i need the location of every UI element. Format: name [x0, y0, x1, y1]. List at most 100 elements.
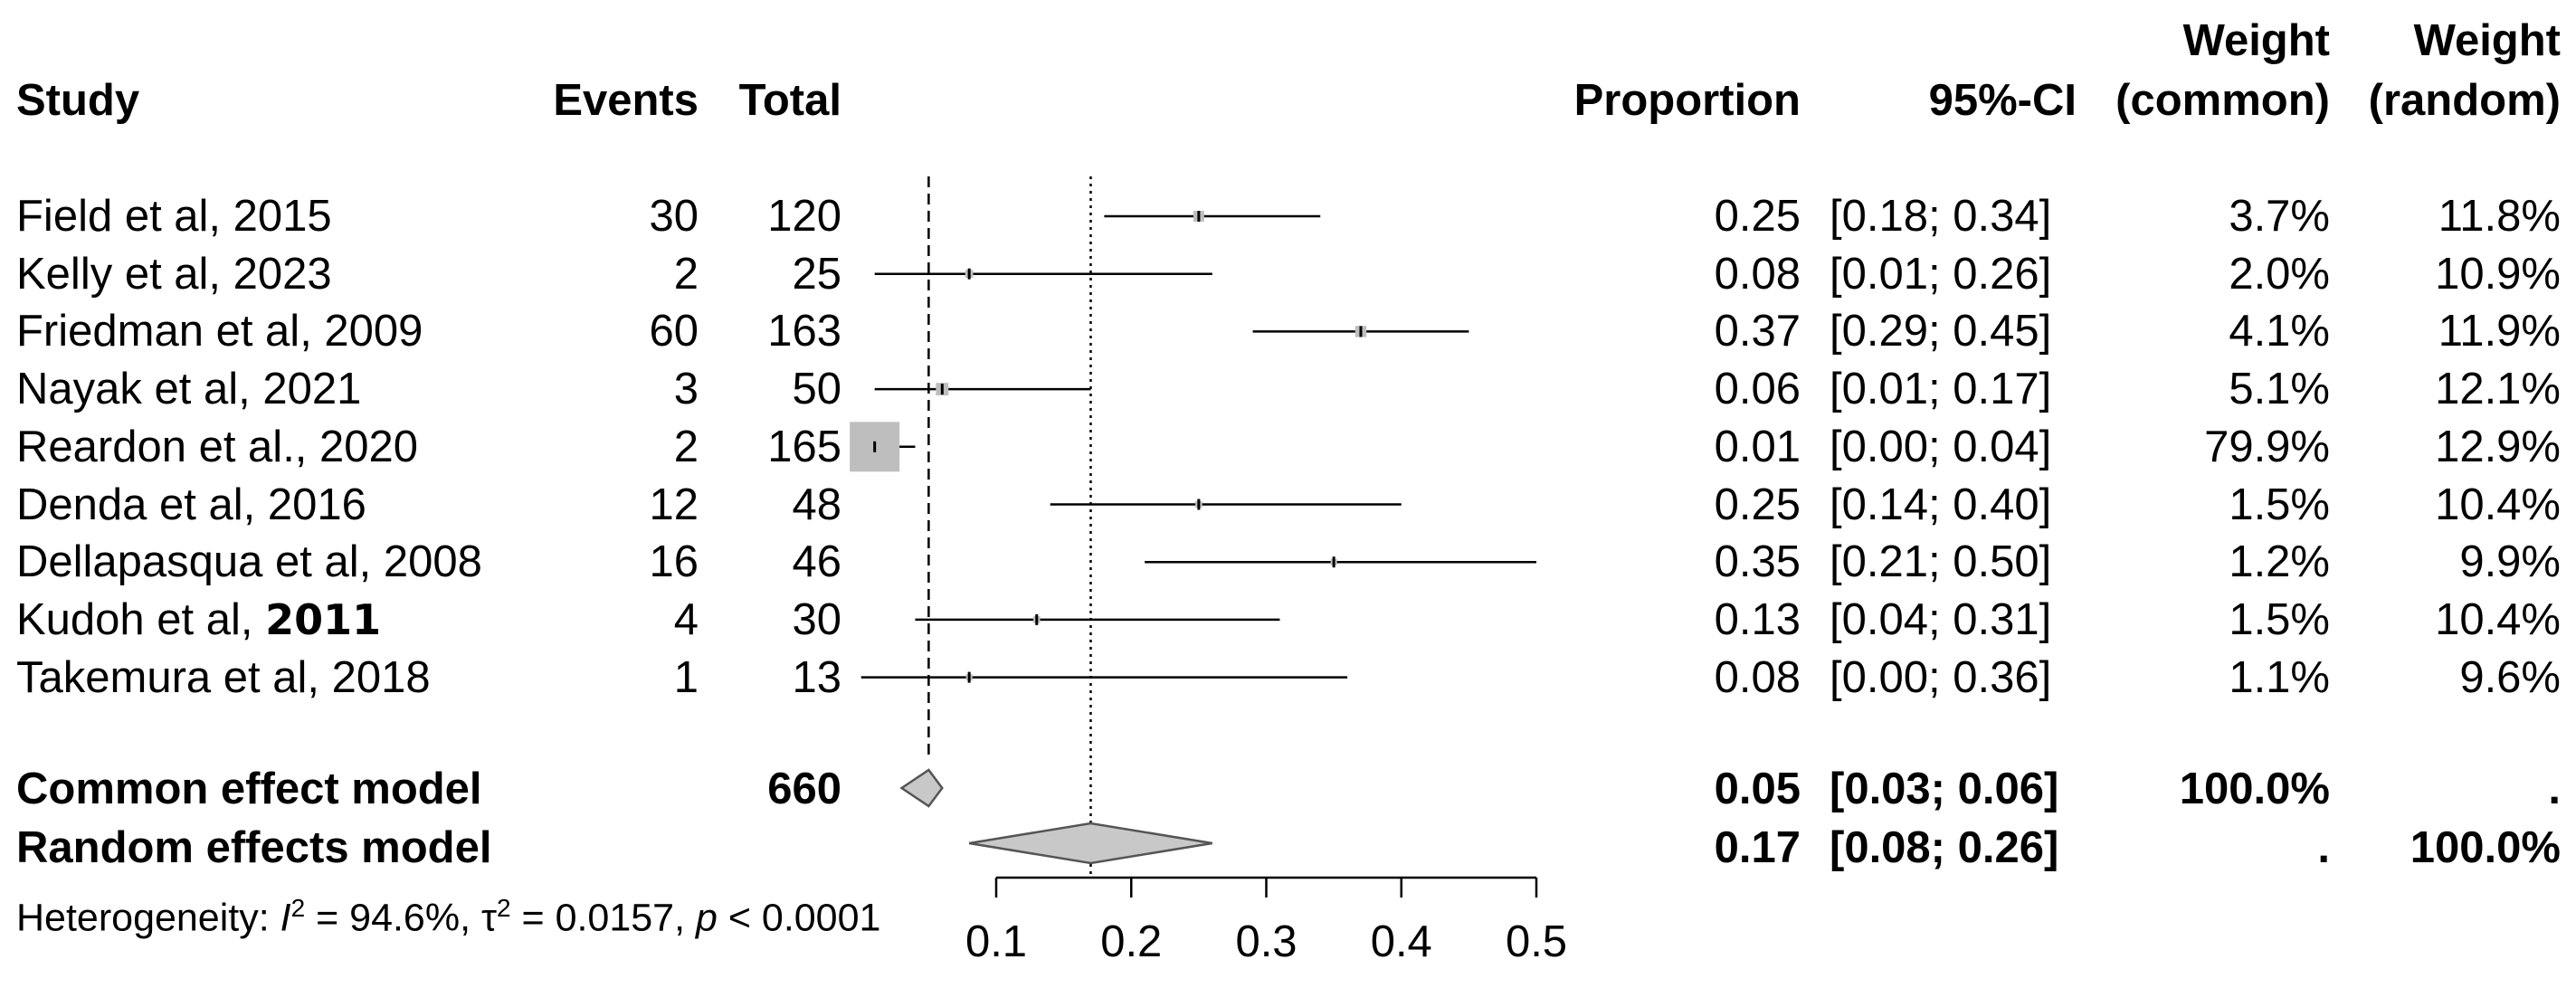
study-name: Kudoh et al, 2011 — [16, 594, 381, 646]
study-name: Nayak et al, 2021 — [16, 363, 361, 415]
study-total: 46 — [792, 537, 841, 587]
i2-value: = 94.6%, — [305, 896, 481, 940]
study-name: Dellapasqua et al, 2008 — [16, 536, 482, 588]
study-proportion: 0.08 — [1714, 249, 1801, 299]
study-proportion: 0.25 — [1714, 480, 1801, 529]
study-events: 12 — [649, 480, 699, 529]
study-name: Reardon et al., 2020 — [16, 421, 418, 473]
header-weight-random-1: Weight — [2413, 16, 2561, 65]
common-model-total: 660 — [767, 765, 841, 813]
x-axis-tick-label: 0.1 — [965, 917, 1027, 966]
study-weight-random: 11.9% — [2438, 307, 2561, 356]
study-weight-common: 2.0% — [2229, 249, 2330, 299]
study-name-text: Kudoh et al, — [16, 594, 266, 644]
study-events: 16 — [649, 537, 699, 587]
study-weight-common: 1.2% — [2229, 537, 2330, 587]
common-model-label: Common effect model — [16, 765, 482, 813]
study-name-text: Takemura et al, 2018 — [16, 652, 431, 702]
study-name: Field et al, 2015 — [16, 190, 332, 242]
common-model-ci: [0.03; 0.06] — [1830, 765, 2059, 813]
study-name-text: Reardon et al., 2020 — [16, 422, 419, 471]
x-axis-tick-label: 0.5 — [1506, 917, 1567, 966]
random-model-weight-random: 100.0% — [2410, 823, 2561, 872]
x-axis-tick-label: 0.2 — [1100, 917, 1162, 966]
study-ci: [0.18; 0.34] — [1830, 192, 2052, 241]
study-name: Kelly et al, 2023 — [16, 248, 332, 300]
p-value: < 0.0001 — [717, 896, 881, 940]
header-events: Events — [553, 76, 699, 125]
study-weight-common: 1.5% — [2229, 480, 2330, 529]
common-model-proportion: 0.05 — [1714, 765, 1801, 813]
p-symbol: p — [695, 896, 718, 940]
x-axis-tick-label: 0.4 — [1371, 917, 1432, 966]
study-weight-common: 1.5% — [2229, 594, 2330, 644]
study-weight-random: 9.6% — [2459, 652, 2561, 702]
study-name: Takemura et al, 2018 — [16, 651, 431, 704]
study-proportion: 0.13 — [1714, 594, 1801, 644]
study-ci: [0.29; 0.45] — [1830, 307, 2052, 356]
study-name: Denda et al, 2016 — [16, 479, 366, 531]
header-ci: 95%-CI — [1928, 76, 2077, 125]
random-model-proportion: 0.17 — [1714, 823, 1801, 872]
study-total: 25 — [792, 249, 841, 299]
study-ci: [0.04; 0.31] — [1830, 594, 2052, 644]
study-name-text: Dellapasqua et al, 2008 — [16, 537, 482, 587]
study-name-text: Nayak et al, 2021 — [16, 365, 362, 414]
study-ci: [0.01; 0.26] — [1830, 249, 2052, 299]
study-weight-random: 12.9% — [2435, 422, 2561, 471]
study-events: 4 — [673, 594, 699, 644]
header-proportion: Proportion — [1573, 76, 1801, 125]
random-effects-diamond — [968, 822, 1213, 865]
study-total: 13 — [792, 652, 841, 702]
study-weight-common: 3.7% — [2229, 192, 2330, 241]
tau2-sup: 2 — [496, 894, 511, 922]
study-total: 50 — [792, 365, 841, 414]
header-weight-common-1: Weight — [2182, 16, 2330, 65]
study-proportion: 0.08 — [1714, 652, 1801, 702]
study-total: 163 — [767, 307, 841, 356]
common-model-weight-random: . — [2548, 765, 2561, 813]
study-events: 2 — [673, 422, 699, 471]
study-name-text: Field et al, 2015 — [16, 192, 332, 241]
study-weight-common: 4.1% — [2229, 307, 2330, 356]
study-name-year: 2011 — [265, 594, 382, 644]
random-model-label: Random effects model — [16, 823, 492, 872]
heterogeneity-text: Heterogeneity: I2 = 94.6%, τ2 = 0.0157, … — [16, 882, 880, 944]
x-axis-tick-label: 0.3 — [1235, 917, 1297, 966]
study-ci: [0.14; 0.40] — [1830, 480, 2052, 529]
study-name-text: Kelly et al, 2023 — [16, 249, 332, 299]
study-weight-random: 12.1% — [2435, 365, 2561, 414]
study-total: 120 — [767, 192, 841, 241]
study-weight-common: 5.1% — [2229, 365, 2330, 414]
study-events: 1 — [673, 652, 699, 702]
study-name-text: Denda et al, 2016 — [16, 480, 366, 529]
random-model-ci: [0.08; 0.26] — [1830, 823, 2059, 872]
common-effect-diamond — [899, 768, 944, 808]
study-proportion: 0.25 — [1714, 192, 1801, 241]
study-events: 60 — [649, 307, 699, 356]
study-proportion: 0.35 — [1714, 537, 1801, 587]
tau2-symbol: τ — [480, 896, 497, 940]
study-events: 3 — [673, 365, 699, 414]
study-name: Friedman et al, 2009 — [16, 305, 423, 357]
common-model-weight-common: 100.0% — [2179, 765, 2330, 813]
study-weight-random: 9.9% — [2459, 537, 2561, 587]
study-weight-common: 79.9% — [2204, 422, 2330, 471]
study-name-text: Friedman et al, 2009 — [16, 307, 423, 356]
tau2-value: = 0.0157, — [510, 896, 696, 940]
study-total: 165 — [767, 422, 841, 471]
header-total: Total — [738, 76, 841, 125]
study-events: 2 — [673, 249, 699, 299]
i2-symbol: I — [280, 896, 291, 940]
study-proportion: 0.01 — [1714, 422, 1801, 471]
header-weight-common-2: (common) — [2115, 76, 2330, 125]
study-weight-random: 10.4% — [2435, 480, 2561, 529]
study-total: 48 — [792, 480, 841, 529]
header-study: Study — [16, 76, 140, 125]
study-ci: [0.00; 0.36] — [1830, 652, 2052, 702]
study-total: 30 — [792, 594, 841, 644]
study-ci: [0.01; 0.17] — [1830, 365, 2052, 414]
i2-sup: 2 — [290, 894, 306, 922]
study-ci: [0.21; 0.50] — [1830, 537, 2052, 587]
